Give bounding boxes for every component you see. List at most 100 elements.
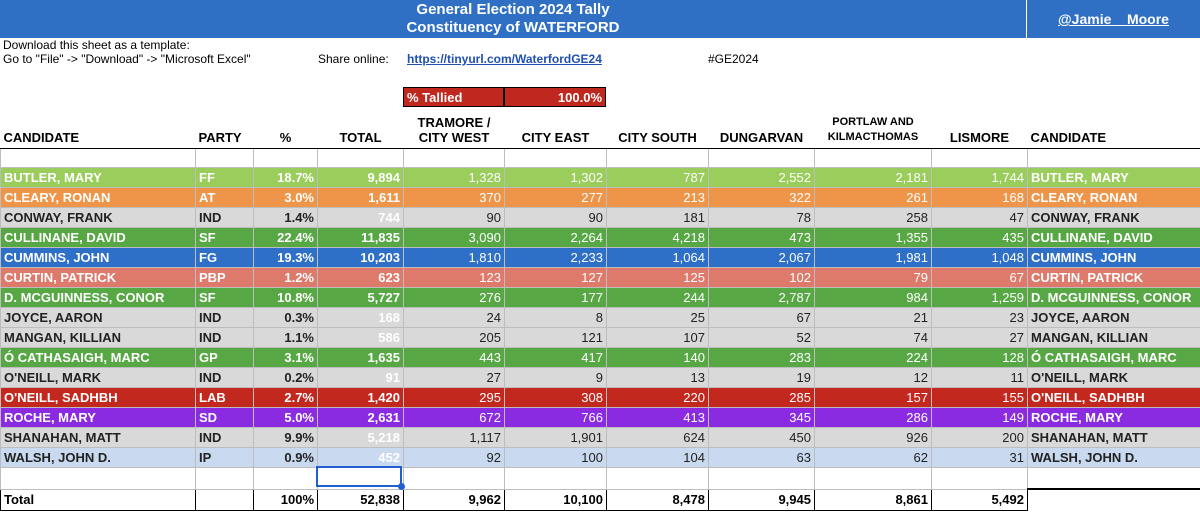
cell-name-right[interactable]: WALSH, JOHN D. bbox=[1027, 447, 1200, 468]
total-city-south[interactable]: 8,478 bbox=[606, 488, 709, 511]
cell-tramore[interactable]: 3,090 bbox=[403, 227, 505, 248]
cell-city-east[interactable]: 90 bbox=[504, 207, 607, 228]
cell-city-south[interactable]: 125 bbox=[606, 267, 709, 288]
cell-dungarvan[interactable]: 473 bbox=[708, 227, 815, 248]
cell-party[interactable]: IND bbox=[195, 307, 254, 328]
cell-total[interactable]: 586 bbox=[317, 327, 404, 348]
empty-cell[interactable] bbox=[0, 467, 196, 490]
cell-lismore[interactable]: 149 bbox=[931, 407, 1028, 428]
cell-city-east[interactable]: 177 bbox=[504, 287, 607, 308]
cell-name[interactable]: MANGAN, KILLIAN bbox=[0, 327, 196, 348]
cell-portlaw[interactable]: 984 bbox=[814, 287, 932, 308]
cell-name[interactable]: BUTLER, MARY bbox=[0, 167, 196, 188]
selected-cell-highlight[interactable] bbox=[316, 466, 402, 487]
cell-pct[interactable]: 1.4% bbox=[253, 207, 318, 228]
empty-cell[interactable] bbox=[1027, 467, 1200, 490]
empty-cell[interactable] bbox=[814, 467, 932, 490]
cell-tramore[interactable]: 1,328 bbox=[403, 167, 505, 188]
cell-portlaw[interactable]: 261 bbox=[814, 187, 932, 208]
empty-cell[interactable] bbox=[931, 467, 1028, 490]
cell-total[interactable]: 1,635 bbox=[317, 347, 404, 368]
cell-pct[interactable]: 3.1% bbox=[253, 347, 318, 368]
cell-dungarvan[interactable]: 2,067 bbox=[708, 247, 815, 268]
cell-name-right[interactable]: BUTLER, MARY bbox=[1027, 167, 1200, 188]
cell-portlaw[interactable]: 2,181 bbox=[814, 167, 932, 188]
cell-total[interactable]: 1,420 bbox=[317, 387, 404, 408]
cell-pct[interactable]: 2.7% bbox=[253, 387, 318, 408]
share-link[interactable]: https://tinyurl.com/WaterfordGE24 bbox=[407, 52, 602, 66]
cell-name[interactable]: WALSH, JOHN D. bbox=[0, 447, 196, 468]
cell-pct[interactable]: 10.8% bbox=[253, 287, 318, 308]
empty-cell[interactable] bbox=[0, 148, 196, 168]
empty-cell[interactable] bbox=[1027, 148, 1200, 168]
cell-party[interactable]: FF bbox=[195, 167, 254, 188]
cell-portlaw[interactable]: 1,981 bbox=[814, 247, 932, 268]
cell-city-east[interactable]: 1,302 bbox=[504, 167, 607, 188]
cell-total[interactable]: 168 bbox=[317, 307, 404, 328]
cell-portlaw[interactable]: 79 bbox=[814, 267, 932, 288]
cell-city-south[interactable]: 4,218 bbox=[606, 227, 709, 248]
cell-party[interactable]: AT bbox=[195, 187, 254, 208]
cell-total[interactable]: 452 bbox=[317, 447, 404, 468]
cell-lismore[interactable]: 23 bbox=[931, 307, 1028, 328]
cell-city-east[interactable]: 417 bbox=[504, 347, 607, 368]
cell-dungarvan[interactable]: 283 bbox=[708, 347, 815, 368]
cell-total[interactable]: 2,631 bbox=[317, 407, 404, 428]
cell-city-south[interactable]: 25 bbox=[606, 307, 709, 328]
empty-cell[interactable] bbox=[317, 148, 404, 168]
cell-name[interactable]: JOYCE, AARON bbox=[0, 307, 196, 328]
cell-name-right[interactable]: JOYCE, AARON bbox=[1027, 307, 1200, 328]
cell-party[interactable]: IND bbox=[195, 427, 254, 448]
cell-tramore[interactable]: 205 bbox=[403, 327, 505, 348]
empty-cell[interactable] bbox=[403, 467, 505, 490]
cell-lismore[interactable]: 128 bbox=[931, 347, 1028, 368]
cell-city-east[interactable]: 308 bbox=[504, 387, 607, 408]
empty-cell[interactable] bbox=[195, 488, 254, 511]
cell-lismore[interactable]: 1,048 bbox=[931, 247, 1028, 268]
cell-name-right[interactable]: O'NEILL, MARK bbox=[1027, 367, 1200, 388]
cell-city-south[interactable]: 107 bbox=[606, 327, 709, 348]
cell-lismore[interactable]: 200 bbox=[931, 427, 1028, 448]
cell-dungarvan[interactable]: 450 bbox=[708, 427, 815, 448]
empty-cell[interactable] bbox=[606, 148, 709, 168]
cell-name-right[interactable]: MANGAN, KILLIAN bbox=[1027, 327, 1200, 348]
cell-lismore[interactable]: 27 bbox=[931, 327, 1028, 348]
cell-city-east[interactable]: 277 bbox=[504, 187, 607, 208]
cell-name-right[interactable]: CULLINANE, DAVID bbox=[1027, 227, 1200, 248]
cell-tramore[interactable]: 672 bbox=[403, 407, 505, 428]
cell-tramore[interactable]: 443 bbox=[403, 347, 505, 368]
cell-dungarvan[interactable]: 19 bbox=[708, 367, 815, 388]
cell-name[interactable]: CURTIN, PATRICK bbox=[0, 267, 196, 288]
cell-lismore[interactable]: 168 bbox=[931, 187, 1028, 208]
cell-dungarvan[interactable]: 2,552 bbox=[708, 167, 815, 188]
cell-dungarvan[interactable]: 345 bbox=[708, 407, 815, 428]
cell-party[interactable]: LAB bbox=[195, 387, 254, 408]
cell-tramore[interactable]: 295 bbox=[403, 387, 505, 408]
cell-pct[interactable]: 0.9% bbox=[253, 447, 318, 468]
cell-name[interactable]: ROCHE, MARY bbox=[0, 407, 196, 428]
cell-portlaw[interactable]: 74 bbox=[814, 327, 932, 348]
cell-party[interactable]: FG bbox=[195, 247, 254, 268]
empty-cell[interactable] bbox=[253, 148, 318, 168]
cell-pct[interactable]: 0.2% bbox=[253, 367, 318, 388]
cell-tramore[interactable]: 1,117 bbox=[403, 427, 505, 448]
cell-city-east[interactable]: 8 bbox=[504, 307, 607, 328]
cell-party[interactable]: IND bbox=[195, 327, 254, 348]
cell-tramore[interactable]: 370 bbox=[403, 187, 505, 208]
cell-party[interactable]: PBP bbox=[195, 267, 254, 288]
cell-lismore[interactable]: 1,744 bbox=[931, 167, 1028, 188]
cell-city-south[interactable]: 787 bbox=[606, 167, 709, 188]
cell-lismore[interactable]: 67 bbox=[931, 267, 1028, 288]
cell-city-east[interactable]: 100 bbox=[504, 447, 607, 468]
cell-portlaw[interactable]: 157 bbox=[814, 387, 932, 408]
cell-total[interactable]: 5,727 bbox=[317, 287, 404, 308]
cell-name[interactable]: SHANAHAN, MATT bbox=[0, 427, 196, 448]
cell-name-right[interactable]: CUMMINS, JOHN bbox=[1027, 247, 1200, 268]
empty-cell[interactable] bbox=[504, 148, 607, 168]
empty-cell[interactable] bbox=[814, 148, 932, 168]
cell-portlaw[interactable]: 12 bbox=[814, 367, 932, 388]
cell-city-south[interactable]: 1,064 bbox=[606, 247, 709, 268]
total-city-east[interactable]: 10,100 bbox=[504, 488, 607, 511]
cell-city-east[interactable]: 2,233 bbox=[504, 247, 607, 268]
total-label[interactable]: Total bbox=[0, 488, 196, 511]
